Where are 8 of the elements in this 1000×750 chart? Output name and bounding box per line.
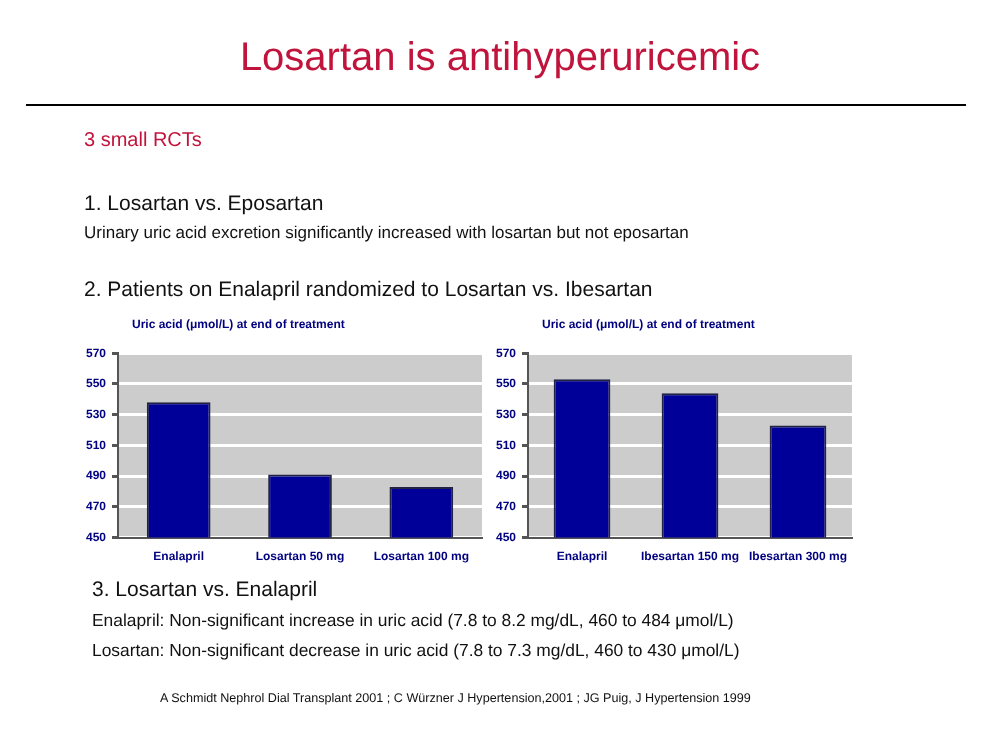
text: Enalapril: Non-significant increase in uric acid (7.8 to 8.2 mg/dL, 460 to 484 μmol/L): [92, 610, 734, 630]
text: Losartan is antihyperuricemic: [237, 36, 763, 82]
text: 1. Losartan vs. Eposartan: [84, 192, 324, 216]
text: 3. Losartan vs. Enalapril: [92, 578, 318, 602]
text: Urinary uric acid excretion significantly increased with losartan but not eposartan: [84, 222, 689, 242]
text: 3 small RCTs: [84, 130, 202, 152]
text: 2. Patients on Enalapril randomized to Losartan vs. Ibesartan: [84, 278, 653, 302]
text: Losartan: Non-significant decrease in uric acid (7.8 to 7.3 mg/dL, 460 to 430 μmol/L): [92, 640, 740, 660]
